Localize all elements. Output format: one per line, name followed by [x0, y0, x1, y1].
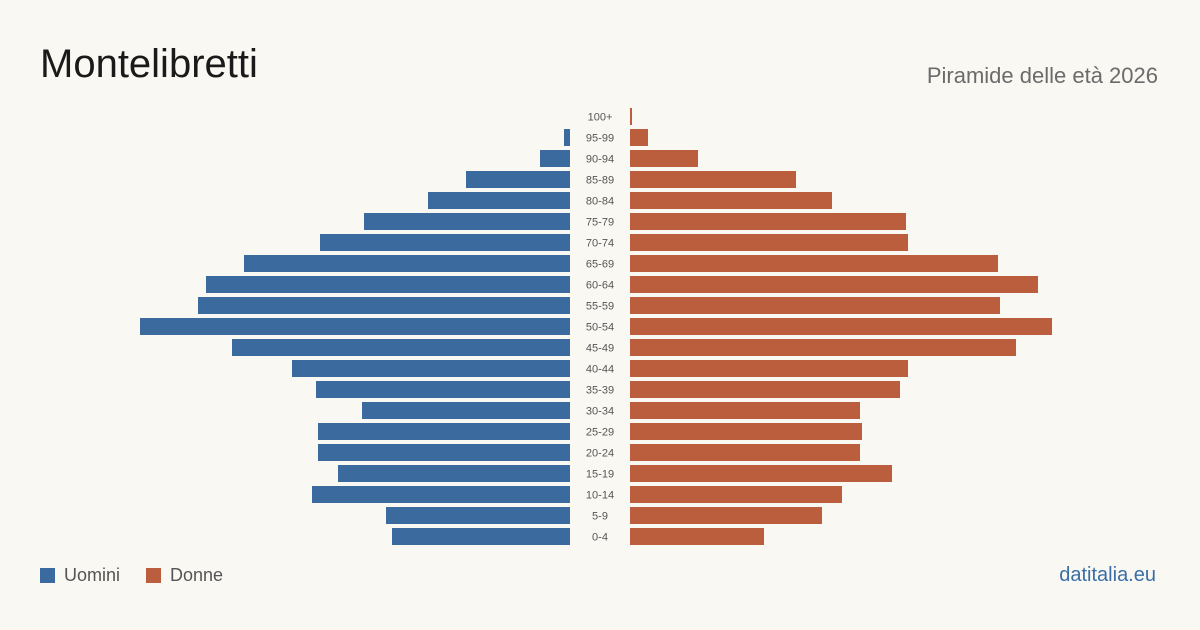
bar-men-95-99	[564, 129, 570, 146]
bar-men-75-79	[364, 213, 570, 230]
bar-women-95-99	[630, 129, 648, 146]
age-label-10-14: 10-14	[586, 490, 614, 502]
bar-women-100+	[630, 108, 632, 125]
bar-men-5-9	[386, 507, 570, 524]
bar-men-20-24	[318, 444, 570, 461]
age-label-70-74: 70-74	[586, 238, 614, 250]
bar-women-70-74	[630, 234, 908, 251]
brand-link[interactable]: datitalia.eu	[1059, 564, 1156, 586]
age-label-20-24: 20-24	[586, 448, 614, 460]
bar-women-75-79	[630, 213, 906, 230]
legend-swatch-men	[40, 568, 55, 583]
age-label-75-79: 75-79	[586, 217, 614, 229]
bar-men-40-44	[292, 360, 570, 377]
legend: Uomini Donne	[40, 565, 249, 586]
age-label-50-54: 50-54	[586, 322, 614, 334]
bar-men-10-14	[312, 486, 570, 503]
page-title: Montelibretti	[40, 42, 258, 86]
bar-women-80-84	[630, 192, 832, 209]
bar-women-65-69	[630, 255, 998, 272]
age-label-30-34: 30-34	[586, 406, 614, 418]
age-label-60-64: 60-64	[586, 280, 614, 292]
bar-men-50-54	[140, 318, 570, 335]
bar-women-15-19	[630, 465, 892, 482]
bar-women-85-89	[630, 171, 796, 188]
bar-women-45-49	[630, 339, 1016, 356]
age-label-90-94: 90-94	[586, 154, 614, 166]
bar-men-15-19	[338, 465, 570, 482]
bar-men-80-84	[428, 192, 570, 209]
bar-men-65-69	[244, 255, 570, 272]
age-label-65-69: 65-69	[586, 259, 614, 271]
bar-women-0-4	[630, 528, 764, 545]
age-label-5-9: 5-9	[592, 511, 608, 523]
bar-women-20-24	[630, 444, 860, 461]
bar-men-85-89	[466, 171, 570, 188]
bar-men-0-4	[392, 528, 570, 545]
age-label-0-4: 0-4	[592, 532, 608, 544]
age-label-55-59: 55-59	[586, 301, 614, 313]
bar-women-30-34	[630, 402, 860, 419]
bar-men-45-49	[232, 339, 570, 356]
bar-women-35-39	[630, 381, 900, 398]
bar-women-40-44	[630, 360, 908, 377]
bar-women-5-9	[630, 507, 822, 524]
legend-label-men: Uomini	[64, 565, 121, 585]
legend-swatch-women	[146, 568, 162, 583]
chart-subtitle: Piramide delle età 2026	[926, 63, 1158, 88]
bar-women-55-59	[630, 297, 1000, 314]
age-label-25-29: 25-29	[586, 427, 614, 439]
age-label-45-49: 45-49	[586, 343, 614, 355]
bar-men-30-34	[362, 402, 570, 419]
age-label-85-89: 85-89	[586, 175, 614, 187]
age-label-95-99: 95-99	[586, 133, 614, 145]
bar-men-35-39	[316, 381, 570, 398]
legend-item-women: Donne	[146, 565, 223, 586]
bar-men-90-94	[540, 150, 570, 167]
bar-women-50-54	[630, 318, 1052, 335]
bar-men-60-64	[206, 276, 570, 293]
bar-men-55-59	[198, 297, 570, 314]
bar-women-90-94	[630, 150, 698, 167]
bar-men-25-29	[318, 423, 570, 440]
bar-women-25-29	[630, 423, 862, 440]
bar-men-70-74	[320, 234, 570, 251]
bar-women-10-14	[630, 486, 842, 503]
age-label-35-39: 35-39	[586, 385, 614, 397]
age-label-40-44: 40-44	[586, 364, 614, 376]
bar-women-60-64	[630, 276, 1038, 293]
age-label-80-84: 80-84	[586, 196, 614, 208]
legend-label-women: Donne	[170, 565, 224, 585]
legend-item-men: Uomini	[40, 565, 120, 586]
age-label-15-19: 15-19	[586, 469, 614, 481]
age-label-100+: 100+	[588, 112, 613, 124]
